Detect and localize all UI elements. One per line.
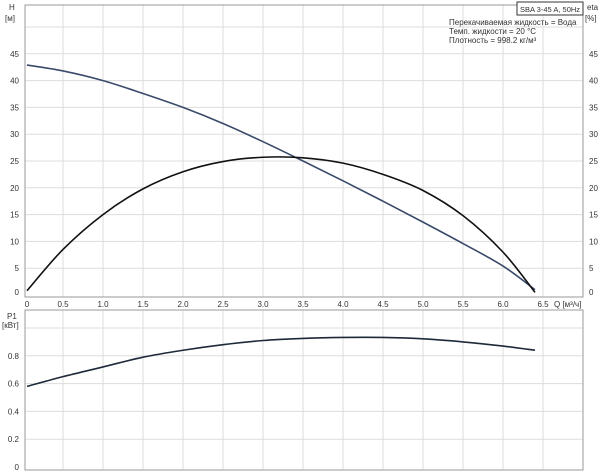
- y-tick-label: 15: [10, 211, 19, 220]
- x-tick-label: 5.0: [417, 300, 429, 309]
- y2-tick-label: 30: [589, 130, 598, 139]
- upper-plot-frame: [24, 4, 584, 298]
- y2-tick-label: 20: [589, 184, 598, 193]
- y2-tick-label: 45: [589, 50, 598, 59]
- x-tick-label: 6.5: [537, 300, 549, 309]
- eta-curve: [26, 156, 536, 293]
- lower-y-axis-unit: [кВт]: [2, 321, 19, 330]
- x-axis-label: Q [м³/ч]: [554, 300, 581, 309]
- annotation-liquid: Перекачиваемая жидкость = Вода: [449, 18, 577, 27]
- y-tick-label: 5: [15, 264, 20, 273]
- y2-axis-label: eta: [587, 3, 599, 12]
- lower-y-tick-label: 0.4: [8, 407, 20, 416]
- y2-tick-label: 15: [589, 211, 598, 220]
- x-tick-label: 3.0: [257, 300, 269, 309]
- h-curve: [26, 64, 536, 291]
- lower-y-tick-label: 0.6: [8, 380, 20, 389]
- annotation-density: Плотность = 998.2 кг/м³: [449, 36, 537, 45]
- x-tick-label: 1.5: [137, 300, 149, 309]
- curves: [26, 64, 536, 388]
- y-axis-label: H: [9, 3, 15, 12]
- y2-tick-label: 35: [589, 103, 598, 112]
- y2-tick-label: 10: [589, 237, 598, 246]
- title-box: [516, 1, 584, 16]
- x-tick-label: 2.5: [217, 300, 229, 309]
- lower-y-axis-label: P1: [7, 312, 17, 321]
- lower-y-tick-label: 0.2: [8, 435, 20, 444]
- x-tick-label: 3.5: [297, 300, 309, 309]
- lower-plot-frame: [24, 309, 584, 471]
- annotation-temp: Темп. жидкости = 20 °C: [449, 27, 536, 36]
- p1-curve: [26, 336, 536, 388]
- y2-tick-label: 5: [589, 264, 594, 273]
- x-tick-label: 5.5: [457, 300, 469, 309]
- x-tick-label: 6.0: [497, 300, 509, 309]
- lower-y-tick-label: 0: [15, 463, 20, 472]
- y2-tick-label: 25: [589, 157, 598, 166]
- x-tick-label: 2.0: [177, 300, 189, 309]
- x-tick-label: 4.0: [337, 300, 349, 309]
- x-tick-label: 0: [25, 300, 30, 309]
- upper-grid: [25, 5, 583, 297]
- y-axis-unit: [м]: [5, 14, 15, 23]
- y2-tick-label: 0: [589, 288, 594, 297]
- y2-tick-label: 40: [589, 77, 598, 86]
- y-tick-label: 40: [10, 77, 19, 86]
- y-tick-label: 25: [10, 157, 19, 166]
- y-tick-label: 30: [10, 130, 19, 139]
- tick-labels: 0 0.5 1.0 1.5 2.0 2.5 3.0 3.5 4.0 4.5 5.0 5.5 6.0 6.5…: [8, 50, 599, 472]
- x-tick-label: 4.5: [377, 300, 389, 309]
- x-tick-label: 0.5: [57, 300, 69, 309]
- y2-axis-unit: [%]: [585, 14, 597, 23]
- y-tick-label: 35: [10, 103, 19, 112]
- chart-title: SBA 3-45 A, 50Hz: [520, 5, 580, 14]
- y-tick-label: 20: [10, 184, 19, 193]
- y-tick-label: 0: [15, 288, 20, 297]
- y-tick-label: 10: [10, 237, 19, 246]
- x-tick-label: 1.0: [97, 300, 109, 309]
- y-tick-label: 45: [10, 50, 19, 59]
- lower-y-tick-label: 0.8: [8, 352, 20, 361]
- lower-grid: [25, 310, 583, 470]
